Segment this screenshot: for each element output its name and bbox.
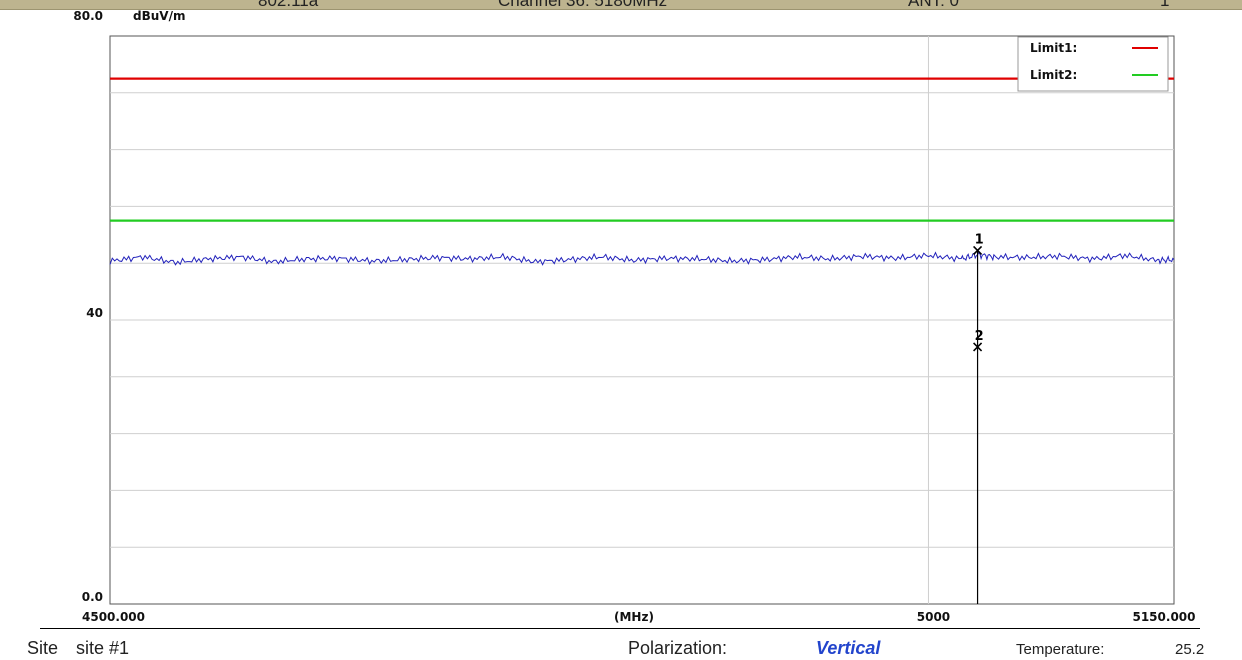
legend-label-2: Limit2: (1030, 68, 1077, 82)
x-axis-unit: (MHz) (614, 610, 654, 624)
polarization-label: Polarization: (628, 638, 728, 658)
grid (110, 36, 1174, 604)
limit-lines (110, 77, 1174, 222)
header-channel: Channel 36: 5180MHz (498, 0, 668, 10)
y-axis-unit: dBuV/m (133, 9, 185, 23)
site-value: site #1 (76, 638, 130, 658)
header-index: 1 (1160, 0, 1170, 10)
x-tick-label: 5150.000 (1132, 610, 1195, 624)
temperature-value: 25.2 (1175, 641, 1205, 658)
y-tick-label: 40 (86, 306, 103, 320)
series-layer (109, 251, 1175, 266)
axis-labels: dBuV/m (MHz) 80.0 40 0.0 4500.000 5000 5150.0… (73, 9, 1195, 624)
legend-label-1: Limit1: (1030, 41, 1077, 55)
x-tick-label: 4500.000 (82, 610, 145, 624)
x-tick-label: 5000 (917, 610, 950, 624)
site-label: Site (27, 638, 59, 658)
header-antenna: ANT: 0 (908, 0, 960, 10)
marker-2-point (973, 342, 983, 352)
y-tick-label: 0.0 (82, 590, 103, 604)
legend: Limit1: Limit2: (1017, 36, 1169, 92)
series-line-1 (109, 251, 1175, 266)
header-band: 802.11a Channel 36: 5180MHz ANT: 0 1 (0, 0, 1242, 10)
polarization-value: Vertical (816, 638, 881, 658)
footer-divider (40, 628, 1200, 629)
spectrum-chart: 12 Limit1:Limit2: dBuV/m (MHz) 80.0400.0… (73, 9, 1195, 624)
markers: 12 (973, 232, 984, 604)
legend-box (1017, 36, 1169, 92)
marker-2-label: 2 (975, 329, 984, 344)
marker-1-label: 1 (975, 232, 984, 247)
temperature-label: Temperature: (1016, 641, 1105, 658)
header-mode: 802.11a (258, 0, 319, 10)
y-tick-label: 80.0 (73, 9, 103, 23)
marker-1-point (973, 245, 983, 255)
